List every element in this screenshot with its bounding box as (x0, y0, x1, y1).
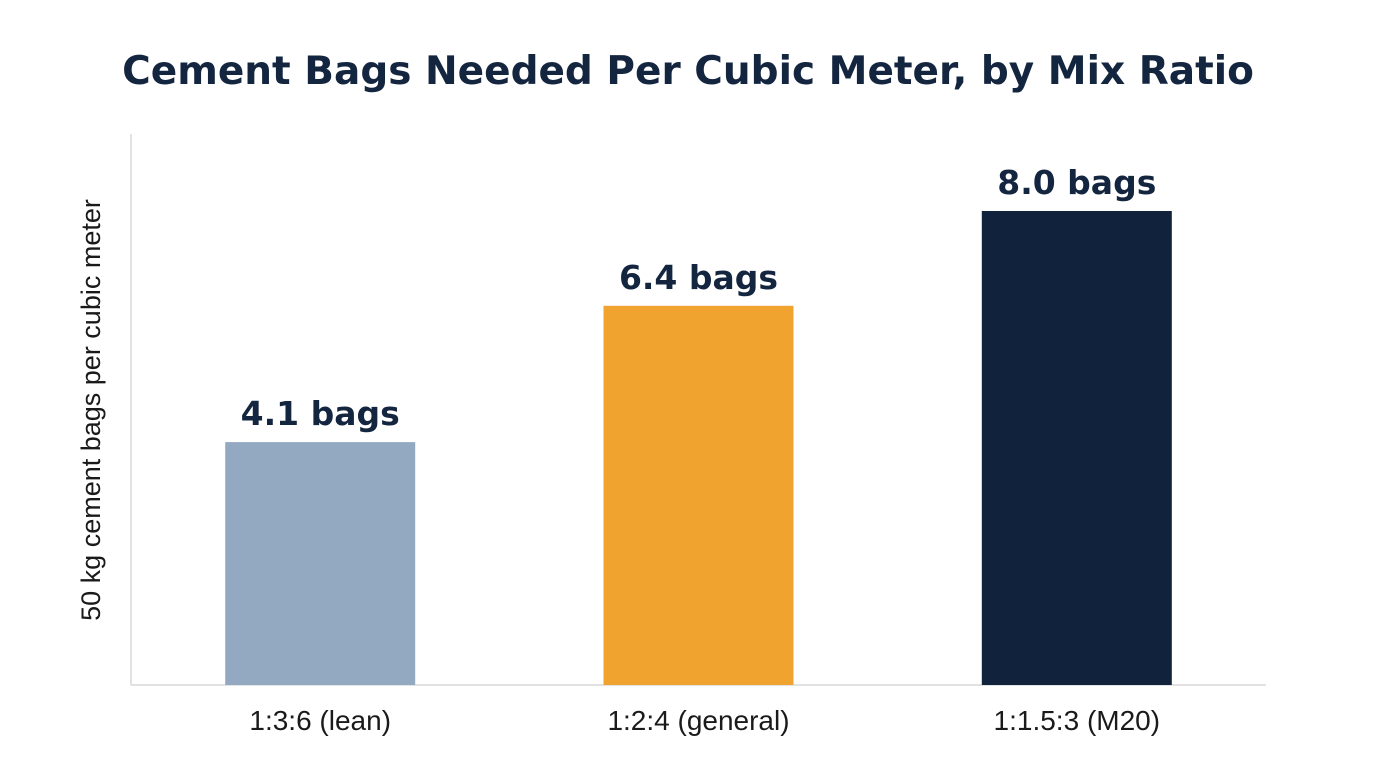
x-tick-label-2: 1:2:4 (general) (607, 705, 789, 736)
x-tick-label-1: 1:3:6 (lean) (249, 705, 391, 736)
chart-title: Cement Bags Needed Per Cubic Meter, by M… (122, 49, 1254, 94)
bars-group (225, 211, 1172, 685)
data-label-3: 8.0 bags (997, 163, 1156, 202)
data-label-1: 4.1 bags (241, 394, 400, 433)
bar-3 (981, 211, 1172, 685)
data-label-2: 6.4 bags (619, 258, 778, 297)
x-tick-label-3: 1:1.5:3 (M20) (994, 705, 1161, 736)
value-labels-group: 4.1 bags 6.4 bags 8.0 bags (241, 163, 1157, 433)
y-axis-label: 50 kg cement bags per cubic meter (76, 199, 106, 621)
bar-1 (225, 442, 416, 685)
x-tick-labels-group: 1:3:6 (lean) 1:2:4 (general) 1:1.5:3 (M20) (249, 705, 1160, 736)
bar-2 (603, 305, 794, 685)
